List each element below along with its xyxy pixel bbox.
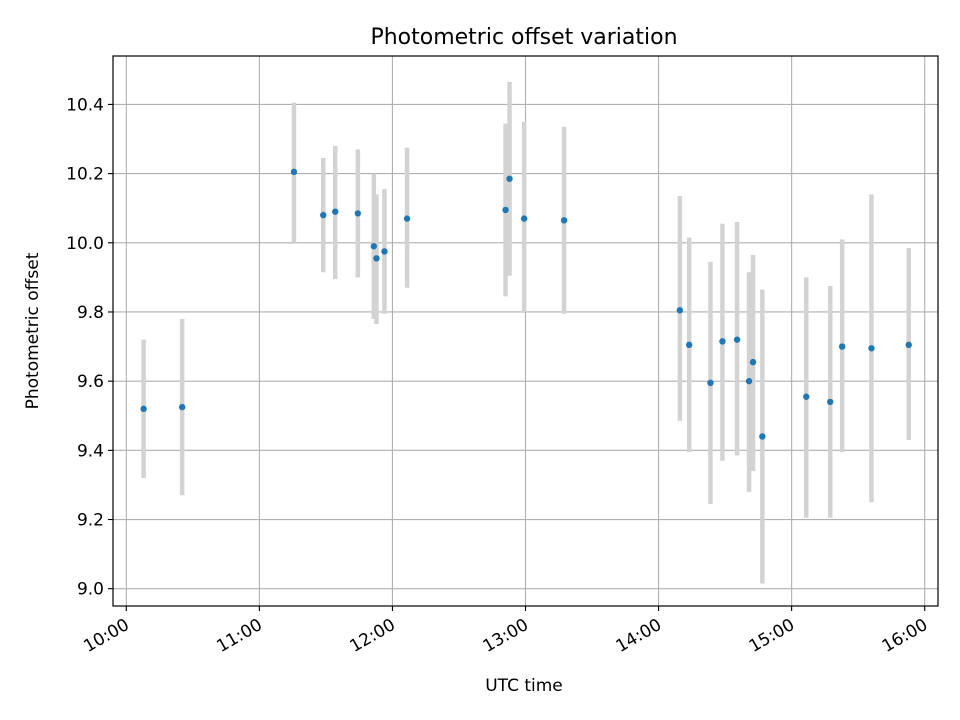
data-point [868, 345, 875, 352]
x-axis-label: UTC time [485, 676, 563, 696]
data-point [719, 338, 726, 345]
chart-title: Photometric offset variation [370, 25, 677, 50]
data-point [320, 211, 327, 219]
data-point [838, 343, 846, 350]
data-point [745, 377, 753, 385]
data-point [178, 403, 186, 411]
y-tick-label: 10.0 [66, 234, 104, 254]
y-tick-label: 10.4 [66, 95, 104, 115]
data-point [749, 358, 757, 366]
y-tick-label: 9.4 [77, 441, 104, 461]
data-point [506, 175, 513, 182]
data-point [685, 341, 693, 349]
y-axis-label: Photometric offset [23, 252, 43, 409]
data-point [560, 217, 568, 224]
data-point [370, 243, 378, 250]
data-point [676, 307, 684, 314]
y-axis-ticks: 9.0 9.2 9.4 9.6 9.8 10.0 10.2 10.4 [66, 95, 113, 600]
data-point [733, 336, 741, 343]
data-point [381, 248, 388, 255]
data-point [905, 341, 912, 349]
data-point [140, 405, 147, 413]
y-tick-label: 9.6 [77, 372, 104, 392]
y-tick-label: 10.2 [66, 165, 104, 185]
data-point [354, 210, 362, 217]
data-point [827, 398, 834, 406]
data-point [332, 208, 339, 215]
data-point [520, 215, 528, 222]
data-point [373, 255, 380, 262]
data-point [403, 215, 411, 222]
y-tick-label: 9.8 [77, 303, 104, 323]
y-tick-label: 9.0 [77, 580, 104, 600]
data-points [140, 168, 912, 440]
data-point [502, 206, 509, 214]
y-tick-label: 9.2 [77, 511, 104, 531]
data-point [759, 433, 766, 440]
data-point [290, 168, 298, 176]
data-point [707, 379, 714, 387]
data-point [803, 393, 810, 400]
